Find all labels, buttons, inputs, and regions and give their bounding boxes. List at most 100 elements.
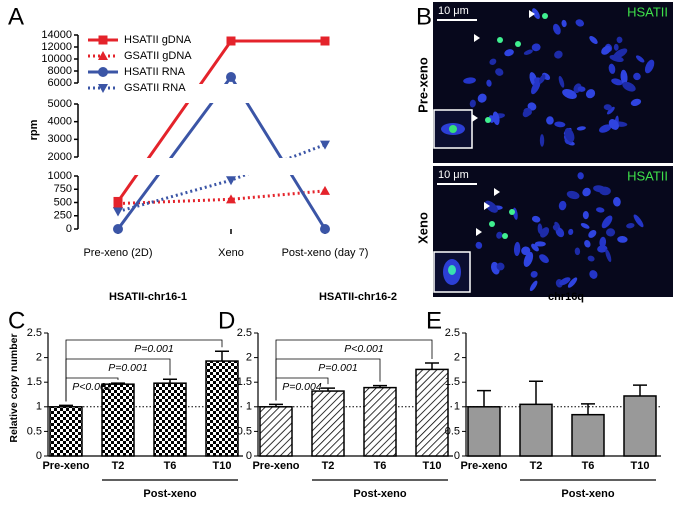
- error-bar: [581, 403, 595, 415]
- x-tick-label: T2: [112, 460, 125, 472]
- comparison-bracket: [275, 339, 433, 401]
- marker: [98, 67, 108, 77]
- chromosome: [620, 69, 628, 85]
- marker: [320, 140, 330, 150]
- chromosome: [531, 215, 541, 223]
- chromosome: [484, 200, 498, 213]
- marker: [226, 176, 236, 186]
- signal: [497, 37, 503, 43]
- chromosome: [580, 223, 590, 229]
- y-tick-label: 1: [36, 401, 42, 413]
- chromosome: [530, 270, 538, 278]
- chromosome: [599, 124, 612, 133]
- comparison-label: P=0.001: [108, 362, 147, 374]
- chromosome: [603, 104, 612, 111]
- y-tick-label: 750: [54, 183, 72, 195]
- chromosome: [577, 172, 584, 180]
- series-line: [117, 189, 326, 206]
- chromosome: [504, 49, 514, 57]
- legend-label: GSATII RNA: [124, 82, 186, 94]
- error-bar: [529, 380, 543, 405]
- chromosome: [584, 240, 591, 248]
- x-tick-label: Pre-xeno: [252, 460, 299, 472]
- chromosome: [567, 277, 578, 288]
- axis-break: [77, 84, 347, 103]
- bar: [101, 383, 135, 457]
- chromosome: [605, 228, 616, 237]
- chromosome: [523, 107, 532, 116]
- chromosome: [585, 89, 596, 99]
- chromosome: [562, 89, 577, 100]
- y-tick-label: 2.5: [237, 327, 252, 339]
- y-tick-label: 10000: [41, 53, 72, 65]
- y-tick-label: 0: [66, 223, 72, 235]
- error-bar: [425, 362, 439, 370]
- chromosome: [496, 231, 503, 239]
- bar: [259, 406, 293, 457]
- y-tick-label: 1000: [48, 170, 72, 182]
- chromosome: [531, 79, 541, 95]
- y-axis-label: Relative copy number: [8, 333, 20, 442]
- marker: [320, 185, 330, 195]
- bar: [519, 403, 553, 457]
- y-tick-label: 2: [246, 352, 252, 364]
- chromosome: [633, 214, 644, 228]
- chromosome: [613, 196, 621, 207]
- comparison-label: P=0.001: [318, 362, 357, 374]
- group-label: Post-xeno: [353, 488, 406, 500]
- microscopy-panel: B 10 μm 10 μm HSATII HSATII Pre-xeno Xen…: [415, 2, 673, 297]
- signal: [542, 13, 548, 19]
- panel-label: E: [426, 307, 442, 334]
- chromosome: [554, 50, 563, 59]
- x-tick-label: T10: [213, 460, 232, 472]
- marker: [226, 36, 236, 46]
- chromosome: [534, 241, 546, 247]
- chromosome: [617, 236, 628, 243]
- x-tick-label: Pre-xeno: [460, 460, 507, 472]
- y-tick-label: 1.5: [27, 376, 42, 388]
- chromosome: [568, 228, 574, 236]
- chromosome: [475, 241, 483, 249]
- chromosome: [492, 111, 500, 126]
- marker: [98, 84, 108, 93]
- y-tick-label: 2000: [48, 151, 72, 163]
- chromosome: [523, 49, 533, 55]
- chromosome: [489, 58, 497, 65]
- bar: [415, 368, 449, 457]
- chromosome: [587, 255, 595, 262]
- chromosome: [539, 134, 545, 147]
- error-bar: [633, 384, 647, 396]
- y-tick-label: 4000: [48, 116, 72, 128]
- marker: [98, 51, 108, 60]
- bar: [623, 395, 657, 457]
- y-tick-label: 0.5: [237, 425, 252, 437]
- arrowhead: [529, 10, 535, 18]
- y-tick-label: 2: [36, 352, 42, 364]
- chromosome: [559, 277, 571, 286]
- chromosome: [588, 229, 597, 238]
- chromosome: [601, 45, 611, 55]
- x-tick-label: T10: [423, 460, 442, 472]
- y-tick-label: 250: [54, 210, 72, 222]
- chromosome: [582, 187, 591, 197]
- chromosome: [469, 99, 476, 108]
- bar: [571, 413, 605, 457]
- chromosome: [582, 211, 589, 220]
- marker: [98, 35, 108, 45]
- bar: [311, 390, 345, 457]
- arrowhead: [484, 202, 490, 210]
- comparison-label: P<0.001: [72, 381, 111, 393]
- chromosome: [608, 63, 616, 74]
- error-bar: [215, 350, 229, 362]
- bar: [205, 360, 239, 457]
- bar: [467, 406, 501, 457]
- panel-title: HSATII-chr16-1: [109, 291, 187, 303]
- chromosome: [597, 245, 608, 253]
- chromosome: [513, 241, 521, 257]
- chromosome: [566, 190, 580, 200]
- arrowhead: [494, 188, 500, 196]
- chromosome: [495, 68, 504, 76]
- signal: [448, 265, 456, 275]
- chromosome: [635, 55, 645, 63]
- chromosome: [599, 236, 607, 248]
